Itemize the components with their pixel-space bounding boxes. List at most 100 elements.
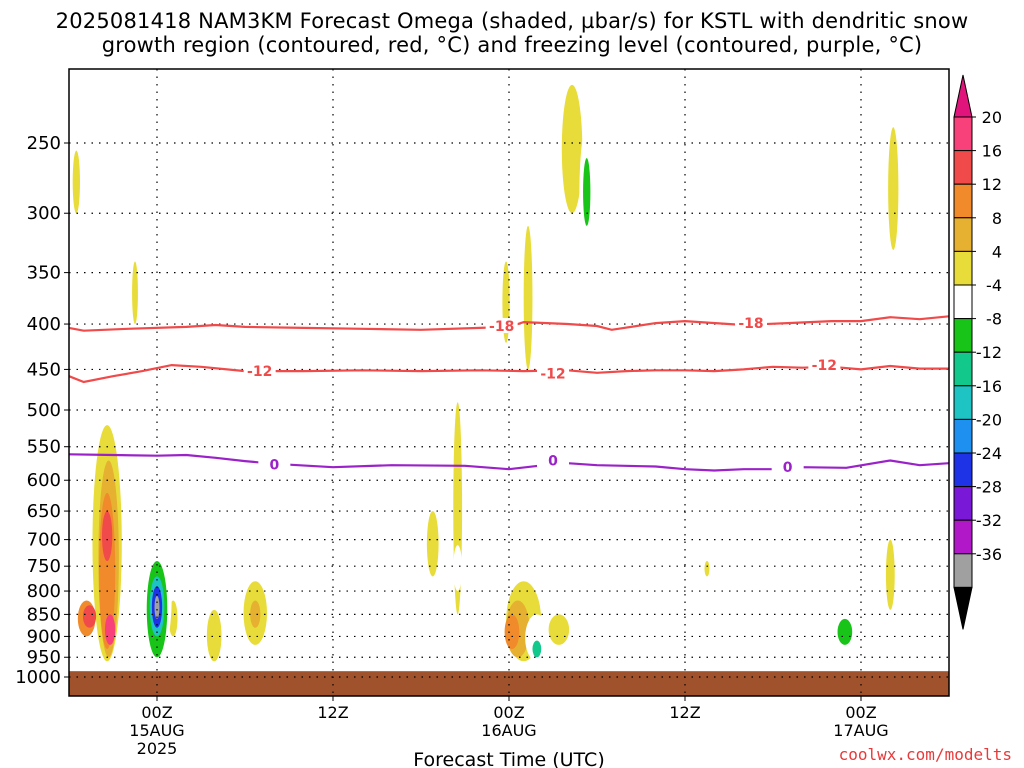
- colorbar-segment: [953, 250, 973, 286]
- colorbar-label: -4: [986, 276, 1002, 295]
- colorbar-label: -20: [976, 410, 1002, 429]
- contour-line--18: [68, 315, 950, 332]
- colorbar-segment: [953, 150, 973, 185]
- y-tick-label: 900: [27, 626, 61, 647]
- omega-shade-area: [525, 614, 549, 662]
- omega-shading: [69, 84, 949, 696]
- y-tick-label: 600: [27, 470, 61, 491]
- omega-shade-area: [561, 84, 583, 214]
- contour-label: -12: [812, 358, 837, 374]
- omega-shade-area: [504, 614, 520, 650]
- chart-title-line-2: growth region (contoured, red, °C) and f…: [101, 33, 923, 57]
- colorbar-segment: [953, 486, 973, 521]
- omega-shade-area: [102, 511, 113, 562]
- y-tick-label: 800: [27, 581, 61, 602]
- y-tick-label: 950: [27, 647, 61, 668]
- omega-shade-area: [885, 539, 895, 610]
- omega-shade-area: [250, 600, 261, 628]
- colorbar-top-arrow: [953, 74, 973, 118]
- omega-shade-area: [453, 545, 463, 592]
- colorbar-segment: [953, 217, 973, 252]
- x-tick-label: 16AUG: [481, 721, 536, 740]
- colorbar-label: -12: [976, 343, 1002, 362]
- omega-shade-area: [523, 425, 530, 461]
- x-axis-label: Forecast Time (UTC): [413, 749, 604, 768]
- contour-label: 0: [269, 458, 279, 474]
- omega-shade-area: [104, 614, 116, 645]
- x-tick-label: 2025: [137, 739, 178, 758]
- colorbar-label: 20: [982, 108, 1002, 127]
- colorbar-label: -8: [986, 310, 1002, 329]
- omega-shade-area: [583, 158, 591, 226]
- colorbar-segment: [953, 385, 973, 420]
- y-tick-label: 500: [27, 400, 61, 421]
- y-tick-label: 1000: [15, 667, 61, 688]
- x-tick-label: 00Z: [493, 703, 524, 722]
- colorbar-bottom-arrow: [953, 586, 973, 630]
- y-tick-label: 450: [27, 359, 61, 380]
- contour-label-bg: [485, 317, 518, 333]
- x-tick-label: 00Z: [141, 703, 172, 722]
- omega-shade-area: [72, 150, 81, 214]
- colorbar-segment: [953, 116, 973, 152]
- contour-label-bg: [808, 357, 841, 373]
- omega-shade-area: [654, 480, 661, 487]
- contour-label-bg: [771, 459, 804, 475]
- contour-label-bg: [537, 452, 569, 468]
- colorbar-label: -16: [976, 377, 1002, 396]
- contour-label-bg: [537, 365, 569, 381]
- omega-shade-area: [426, 511, 439, 577]
- colorbar-label: -32: [976, 511, 1002, 530]
- x-tick-label: 00Z: [845, 703, 876, 722]
- contour-label: -12: [247, 364, 272, 380]
- omega-shade-area: [123, 627, 135, 658]
- y-axis-ticks: 2503003504004505005506006507007508008509…: [15, 133, 69, 688]
- grid-lines: [69, 69, 949, 696]
- omega-shade-area: [402, 614, 411, 637]
- colorbar-label: -36: [976, 545, 1002, 564]
- colorbar-label: 16: [982, 142, 1002, 161]
- y-tick-label: 350: [27, 263, 61, 284]
- chart-title-line-1: 2025081418 NAM3KM Forecast Omega (shaded…: [55, 9, 969, 33]
- contour-label-bg: [735, 315, 767, 331]
- colorbar-label: 4: [992, 242, 1002, 261]
- omega-shade-area: [800, 614, 822, 658]
- y-tick-label: 250: [27, 133, 61, 154]
- omega-shade-area: [532, 640, 542, 658]
- y-tick-label: 550: [27, 437, 61, 458]
- contour-label: -18: [489, 319, 514, 335]
- omega-shade-area: [837, 618, 853, 645]
- x-tick-label: 12Z: [317, 703, 348, 722]
- colorbar-segment: [953, 519, 973, 555]
- colorbar-segment: [953, 452, 973, 488]
- site-credit: coolwx.com/modelts: [838, 745, 1012, 764]
- colorbar-segment: [953, 284, 973, 320]
- y-tick-label: 700: [27, 530, 61, 551]
- omega-shade-area: [888, 127, 899, 250]
- contour-label: 0: [548, 453, 558, 469]
- omega-shade-area: [206, 609, 222, 662]
- x-tick-label: 17AUG: [833, 721, 888, 740]
- colorbar-label: -24: [976, 444, 1002, 463]
- y-tick-label: 850: [27, 604, 61, 625]
- colorbar-segment: [953, 553, 973, 588]
- colorbar-legend: 20 16 12 8 4 -4 -8 -12 -16 -20 -24 -28 -32 -36: [953, 74, 1002, 630]
- contour-label: -12: [540, 367, 565, 383]
- omega-shade-area: [440, 600, 452, 624]
- y-tick-label: 400: [27, 314, 61, 335]
- omega-shade-area: [381, 539, 391, 551]
- temperature-contours: -18 -18 -12 -12 -12 0 0 0: [68, 315, 950, 476]
- contour-label: 0: [783, 460, 793, 476]
- contour-label: -18: [738, 316, 763, 332]
- contour-line-0: [68, 453, 950, 472]
- y-tick-label: 750: [27, 556, 61, 577]
- colorbar-segment: [953, 351, 973, 387]
- omega-shade-area: [132, 261, 138, 325]
- omega-shade-area: [154, 595, 160, 619]
- colorbar-label: -28: [976, 478, 1002, 497]
- omega-shade-area: [539, 402, 555, 592]
- omega-shade-area: [82, 605, 97, 628]
- colorbar-label: 12: [982, 175, 1002, 194]
- colorbar-label: 8: [992, 209, 1002, 228]
